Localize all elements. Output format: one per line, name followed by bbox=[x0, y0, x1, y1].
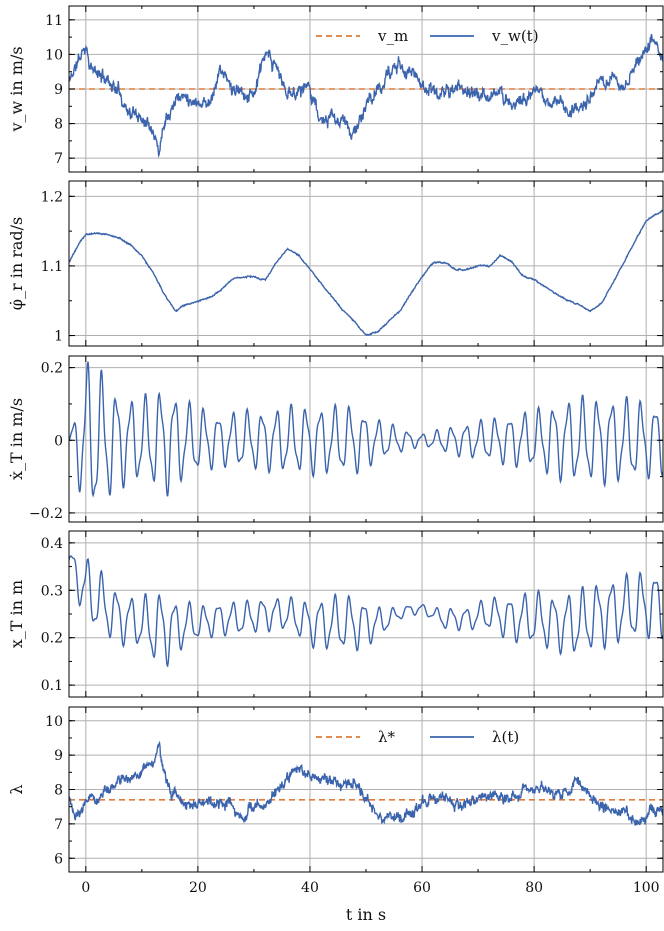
panel-1: 7 8 9 10 11 v_w in m/s v_m v_w(t) bbox=[7, 5, 664, 173]
plot-frame bbox=[68, 530, 664, 698]
x-tick-label: 20 bbox=[189, 880, 207, 896]
panel-2: 1 1.1 1.2 φ̇_r in rad/s bbox=[7, 180, 664, 347]
legend-label: v_w(t) bbox=[491, 27, 539, 45]
y-tick-label: 1 bbox=[54, 329, 63, 345]
y-tick-label: 1.2 bbox=[41, 189, 63, 205]
legend-label: λ(t) bbox=[492, 728, 519, 746]
series-line-signal bbox=[69, 33, 663, 159]
legend-label: λ* bbox=[378, 728, 396, 746]
y-tick-label: 10 bbox=[45, 714, 63, 730]
y-tick-label: 0 bbox=[54, 433, 63, 449]
panel-4: 0.1 0.2 0.3 0.4 x_T in m bbox=[7, 530, 664, 698]
y-axis-label: φ̇_r in rad/s bbox=[7, 217, 26, 310]
x-tick-label: 100 bbox=[633, 880, 660, 896]
y-tick-label: 7 bbox=[54, 817, 63, 833]
series-line-signal bbox=[69, 555, 663, 668]
series-line-signal bbox=[69, 361, 663, 498]
y-tick-label: 10 bbox=[45, 47, 63, 63]
y-tick-label: 0.2 bbox=[41, 361, 63, 377]
x-tick-label: 80 bbox=[525, 880, 543, 896]
y-tick-label: 0.4 bbox=[41, 536, 63, 552]
y-tick-label: 11 bbox=[45, 13, 63, 29]
plot-frame bbox=[68, 180, 664, 347]
y-tick-label: 6 bbox=[54, 851, 63, 867]
x-tick-label: 40 bbox=[301, 880, 319, 896]
y-tick-label: 8 bbox=[54, 783, 63, 799]
y-axis-label: x_T in m bbox=[7, 580, 26, 648]
x-axis-label: t in s bbox=[346, 905, 386, 924]
y-tick-label: 0.3 bbox=[41, 583, 63, 599]
series-line-signal bbox=[69, 740, 663, 826]
y-tick-label: 1.1 bbox=[41, 259, 63, 275]
legend: v_m v_w(t) bbox=[316, 27, 539, 45]
y-tick-label: 9 bbox=[54, 82, 63, 98]
y-tick-label: 0.1 bbox=[41, 678, 63, 694]
y-tick-label: 8 bbox=[54, 117, 63, 133]
plot-frame bbox=[68, 355, 664, 523]
panel-3: −0.2 0 0.2 ẋ_T in m/s bbox=[7, 355, 664, 523]
y-axis-label: v_w in m/s bbox=[7, 46, 26, 132]
y-tick-label: 7 bbox=[54, 151, 63, 167]
y-axis-label: λ bbox=[7, 784, 26, 794]
x-tick-label: 60 bbox=[413, 880, 431, 896]
legend-label: v_m bbox=[377, 27, 408, 45]
y-tick-label: 0.2 bbox=[41, 631, 63, 647]
series-line-signal bbox=[69, 209, 663, 336]
y-axis-label: ẋ_T in m/s bbox=[7, 398, 26, 480]
y-tick-label: 9 bbox=[54, 748, 63, 764]
x-tick-label: 0 bbox=[81, 880, 90, 896]
legend: λ* λ(t) bbox=[316, 728, 519, 746]
y-tick-label: −0.2 bbox=[29, 506, 63, 522]
